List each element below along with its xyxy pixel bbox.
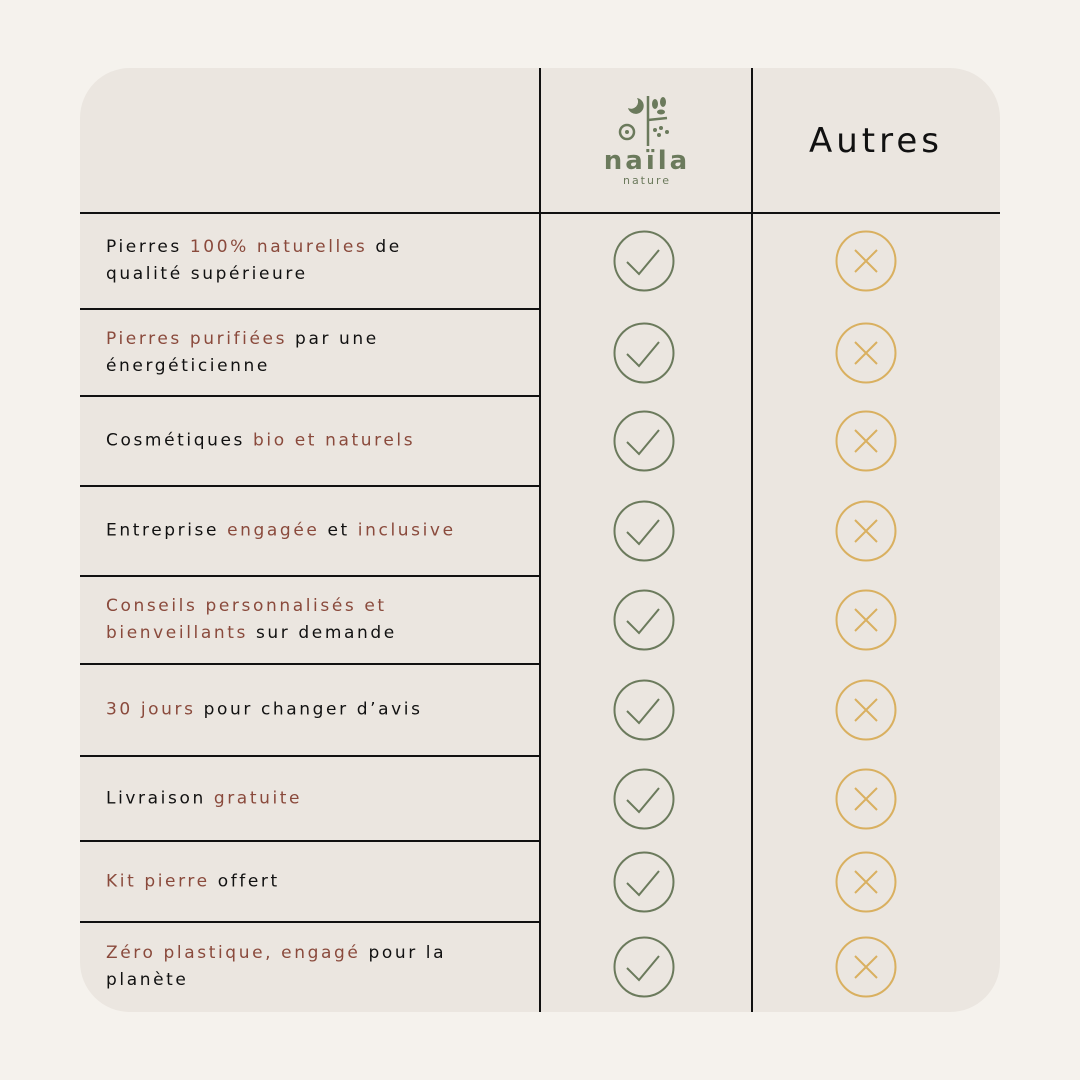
feature-label: Conseils personnalisés et bienveillants …: [106, 593, 486, 647]
check-icon: [613, 768, 675, 829]
comparison-table: naïla nature Autres Pierres 100% naturel…: [80, 68, 1000, 1012]
highlighted-text: inclusive: [357, 520, 456, 541]
row-divider: [80, 212, 1000, 214]
table-row: Entreprise engagée et inclusive: [80, 486, 1000, 576]
table-row: Zéro plastique, engagé pour la planète: [80, 922, 1000, 1012]
table-row: Cosmétiques bio et naturels: [80, 396, 1000, 486]
feature-label: Entreprise engagée et inclusive: [106, 518, 486, 545]
row-divider: [80, 840, 540, 842]
highlighted-text: 30 jours: [106, 699, 196, 720]
check-icon: [613, 851, 675, 912]
cross-icon: [835, 230, 897, 292]
feature-label: Kit pierre offert: [106, 868, 486, 895]
others-column-header: Autres: [808, 120, 943, 161]
row-divider: [80, 485, 540, 487]
highlighted-text: Zéro plastique, engagé: [106, 943, 361, 963]
row-divider: [80, 575, 540, 577]
row-divider: [80, 755, 540, 757]
check-icon: [613, 936, 675, 998]
highlighted-text: 100% naturelles: [189, 237, 368, 257]
row-divider: [80, 395, 540, 397]
row-divider: [80, 921, 540, 923]
feature-label: Pierres purifiées par une énergéticienne: [106, 326, 486, 380]
table-row: Livraison gratuite: [80, 756, 1000, 841]
highlighted-text: engagée: [227, 520, 320, 541]
feature-label: Zéro plastique, engagé pour la planète: [106, 940, 486, 994]
cross-icon: [835, 500, 897, 562]
text: sur demande: [247, 623, 397, 643]
cross-icon: [835, 410, 897, 472]
cross-icon: [835, 768, 897, 829]
feature-label: Cosmétiques bio et naturels: [106, 428, 486, 455]
table-row: 30 jours pour changer d’avis: [80, 664, 1000, 756]
text: Cosmétiques: [106, 430, 254, 451]
highlighted-text: Kit pierre: [106, 871, 210, 891]
text: pour changer d’avis: [195, 699, 423, 720]
row-divider: [80, 308, 540, 310]
cross-icon: [835, 936, 897, 998]
column-divider: [751, 68, 753, 1012]
naila-logo: naïla nature: [542, 68, 752, 213]
column-divider: [539, 68, 541, 1012]
cross-icon: [835, 679, 897, 741]
check-icon: [613, 230, 675, 292]
check-icon: [613, 322, 675, 383]
cross-icon: [835, 322, 897, 383]
check-icon: [613, 410, 675, 472]
cross-icon: [835, 851, 897, 912]
text: de qualité supérieure: [106, 237, 402, 284]
feature-label: Pierres 100% naturelles de qualité supér…: [106, 234, 486, 288]
check-icon: [613, 589, 675, 651]
logo-mark-icon: [618, 96, 669, 146]
highlighted-text: gratuite: [213, 788, 303, 808]
highlighted-text: Conseils personnalisés et bienveillants: [106, 596, 387, 643]
table-row: Pierres purifiées par une énergéticienne: [80, 309, 1000, 396]
text: Entreprise: [106, 520, 228, 541]
text: offert: [209, 871, 280, 891]
highlighted-text: bio et naturels: [253, 430, 416, 451]
row-divider: [80, 663, 540, 665]
logo-subtitle: nature: [622, 174, 672, 187]
table-row: Kit pierre offert: [80, 841, 1000, 922]
logo-name: naïla: [603, 146, 691, 176]
text: par une énergéticienne: [106, 328, 379, 376]
text: Pierres: [106, 237, 190, 257]
feature-label: Livraison gratuite: [106, 785, 486, 812]
text: pour la planète: [106, 943, 447, 990]
check-icon: [613, 500, 675, 562]
highlighted-text: Pierres purifiées: [106, 328, 288, 349]
table-row: Conseils personnalisés et bienveillants …: [80, 576, 1000, 664]
text: et: [319, 520, 358, 541]
text: Livraison: [106, 788, 214, 808]
table-row: Pierres 100% naturelles de qualité supér…: [80, 213, 1000, 309]
cross-icon: [835, 589, 897, 651]
feature-label: 30 jours pour changer d’avis: [106, 697, 486, 724]
check-icon: [613, 679, 675, 741]
